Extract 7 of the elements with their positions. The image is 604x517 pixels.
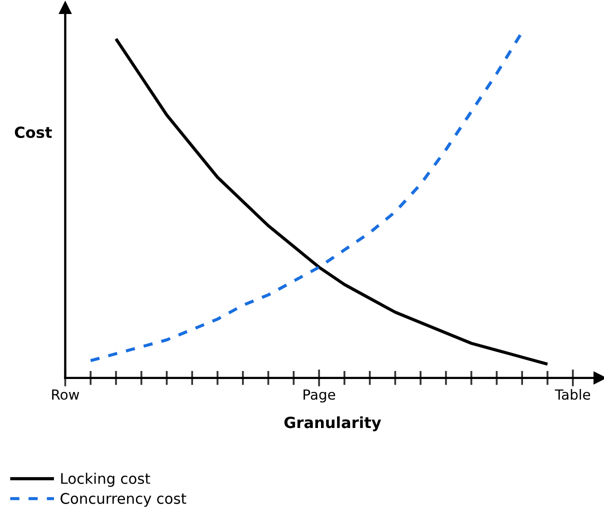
x-tick-label: Table [554,389,590,400]
y-axis-title: Cost [14,126,52,138]
x-axis-title: Granularity [284,416,382,432]
legend-label: Concurrency cost [60,492,186,507]
x-tick-label: Page [304,389,336,402]
legend-label: Locking cost [61,472,150,487]
x-tick-label: Row [52,389,80,400]
